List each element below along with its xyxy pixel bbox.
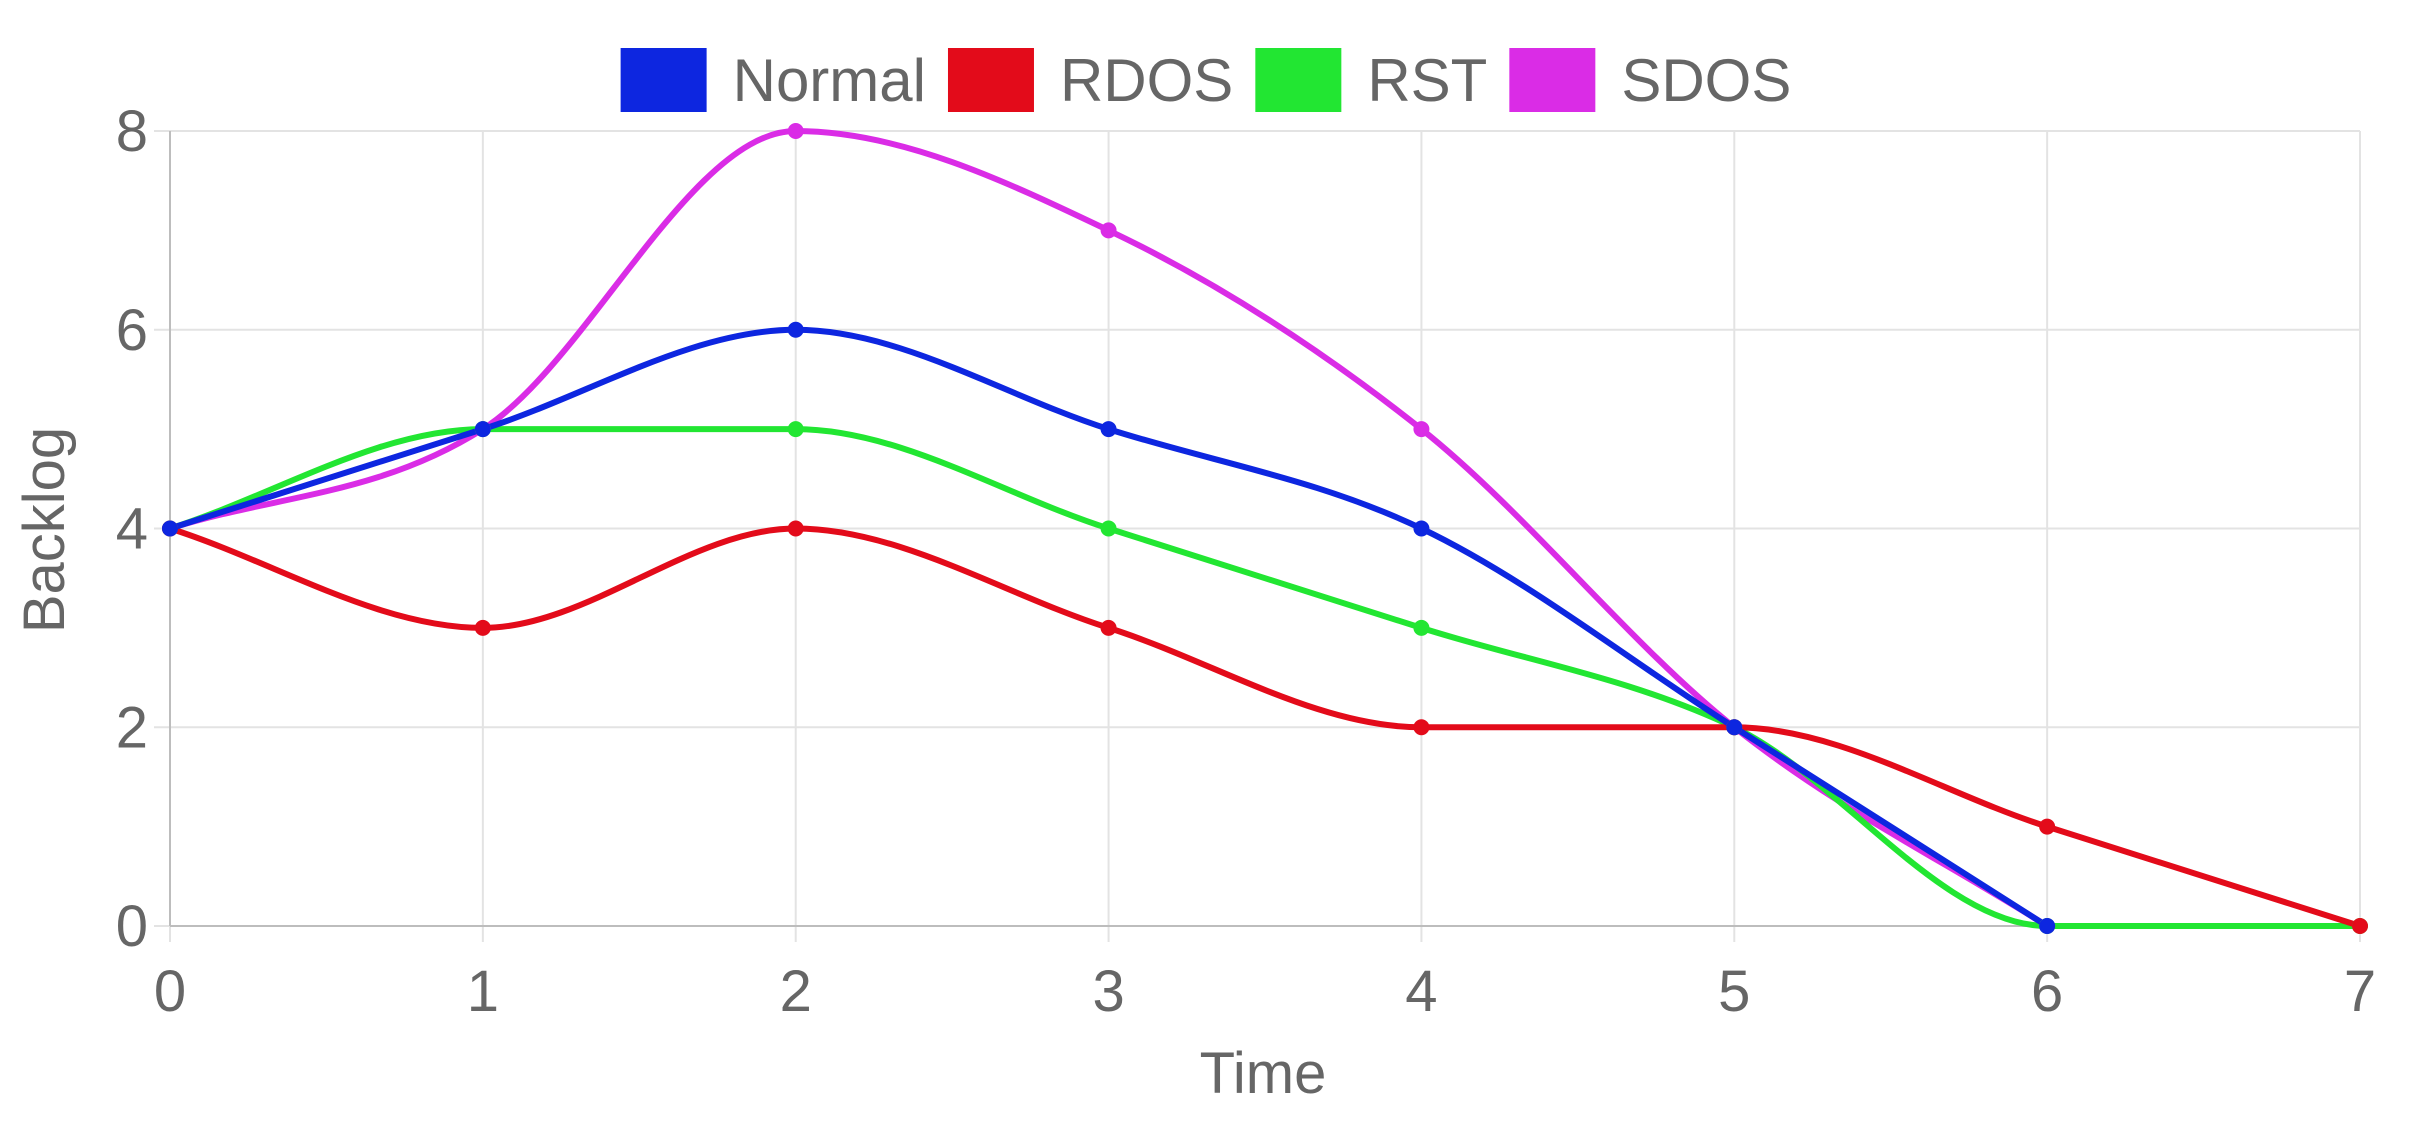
- legend-swatch-rdos: [947, 48, 1034, 112]
- tick-labels: 0 1 2 3 4 5 6 7 0 2 4 6 8: [116, 99, 2376, 1024]
- y-tick-label: 6: [116, 298, 148, 363]
- y-axis-title: Backlog: [12, 427, 77, 633]
- data-point-rdos: [1413, 719, 1430, 736]
- data-point-normal: [1726, 719, 1743, 736]
- data-point-rdos: [1100, 619, 1117, 636]
- legend-label-sdos: SDOS: [1621, 47, 1791, 114]
- x-tick-label: 5: [1718, 959, 1750, 1024]
- x-tick-label: 2: [780, 959, 812, 1024]
- x-tick-label: 0: [154, 959, 186, 1024]
- data-point-normal: [1100, 421, 1117, 438]
- data-point-rst: [1100, 520, 1117, 537]
- legend-swatch-sdos: [1509, 48, 1596, 112]
- series-line-rst: [167, 426, 2363, 930]
- data-point-rdos: [787, 520, 804, 537]
- legend-label-rst: RST: [1367, 47, 1487, 114]
- data-point-normal: [787, 321, 804, 338]
- legend-label-normal: Normal: [733, 47, 926, 114]
- data-point-sdos: [1100, 222, 1117, 239]
- legend-swatch-normal: [620, 48, 707, 112]
- legend-swatch-rst: [1255, 48, 1342, 112]
- x-tick-label: 4: [1405, 959, 1437, 1024]
- data-point-normal: [1413, 520, 1430, 537]
- data-point-rst: [1413, 619, 1430, 636]
- x-axis-title: Time: [1200, 1041, 1327, 1106]
- legend-label-rdos: RDOS: [1060, 47, 1233, 114]
- legend: Normal RDOS RST SDOS: [620, 47, 1791, 114]
- data-point-normal: [474, 421, 491, 438]
- y-tick-label: 8: [116, 99, 148, 164]
- y-tick-label: 0: [116, 894, 148, 959]
- data-point-rdos: [2352, 918, 2368, 934]
- data-point-sdos: [1413, 421, 1430, 438]
- x-tick-label: 7: [2344, 959, 2376, 1024]
- y-tick-label: 4: [116, 497, 148, 562]
- data-point-rdos: [474, 619, 491, 636]
- y-tick-label: 2: [116, 695, 148, 760]
- x-tick-label: 6: [2031, 959, 2063, 1024]
- x-tick-label: 3: [1092, 959, 1124, 1024]
- data-point-rdos: [2039, 818, 2056, 835]
- data-point-normal: [2039, 918, 2056, 934]
- data-point-normal: [162, 520, 178, 537]
- data-point-sdos: [787, 123, 804, 139]
- series-points: [162, 123, 2368, 934]
- x-tick-label: 1: [467, 959, 499, 1024]
- data-point-rst: [787, 421, 804, 438]
- series-line-rdos: [167, 525, 2363, 929]
